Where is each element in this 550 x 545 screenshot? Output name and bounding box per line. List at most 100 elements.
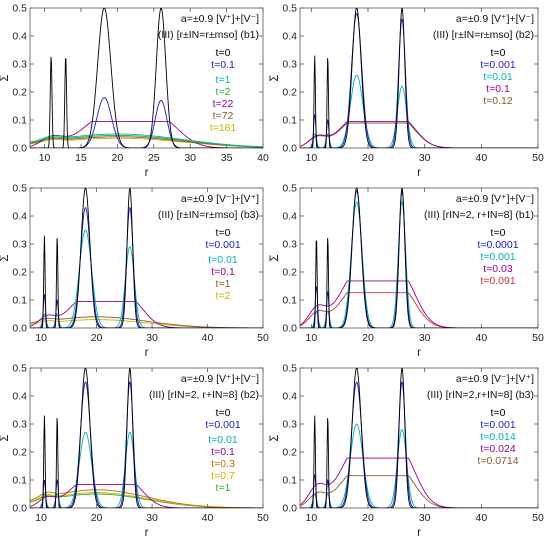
y-tick-label: 0.3	[282, 419, 297, 431]
legend-entry: t=0.091	[480, 275, 515, 287]
legend-entry: t=0.001	[205, 239, 240, 251]
series-line	[30, 188, 263, 328]
legend-entry: t=0.01	[483, 71, 513, 83]
legend-entry: t=2	[216, 86, 231, 98]
legend-entry: t=0.024	[480, 443, 515, 455]
chart-panel-6: 0.0 0.1 0.2 0.3 0.4 0.5 10 20 30 40 50 r Σa=±0.9 [V⁻…	[269, 363, 544, 540]
y-tick-label: 0.4	[12, 31, 27, 43]
y-tick-label: 0.1	[282, 295, 297, 307]
y-tick-label: 0.2	[282, 447, 297, 459]
plot-frame	[29, 7, 264, 149]
series-line	[30, 493, 263, 508]
series-line	[30, 301, 263, 328]
y-tick-label: 0.4	[12, 211, 27, 223]
x-tick-label: 30	[146, 512, 158, 524]
legend-entry: t=2	[216, 290, 231, 302]
legend-entry: t=0.03	[483, 263, 513, 275]
legend-entry: t=0	[491, 47, 506, 59]
chart-panel-1: 0.0 0.1 0.2 0.3 0.4 0.5 10 15 20 25 30 35 40 r Σa=±0.9…	[0, 3, 269, 180]
x-tick-label: 20	[91, 512, 103, 524]
legend-entry: t=0.1	[211, 266, 235, 278]
x-tick-label: 30	[146, 332, 158, 344]
series-line	[300, 8, 538, 148]
series-line	[30, 484, 263, 508]
chart-panel-3: 0.0 0.1 0.2 0.3 0.4 0.5 10 20 30 40 50 r Σa=±0.9 [V⁻…	[0, 183, 269, 360]
legend-entry: t=72	[213, 110, 234, 122]
y-tick-label: 0.3	[282, 59, 297, 71]
y-tick-label: 0.1	[12, 475, 27, 487]
panel-annotation-line1: a=±0.9 [V⁺]+[V⁻]	[181, 13, 259, 25]
y-tick-label: 0.0	[282, 323, 297, 335]
series-line	[300, 457, 538, 508]
y-tick-label: 0.0	[12, 503, 27, 515]
x-tick-label: 40	[475, 152, 487, 164]
series-line	[30, 489, 263, 508]
x-tick-label: 30	[419, 332, 431, 344]
x-tick-label: 10	[39, 152, 51, 164]
y-axis-label: Σ	[0, 434, 11, 441]
y-tick-label: 0.2	[12, 447, 27, 459]
legend-entry: t=0.1	[211, 446, 235, 458]
series-line	[300, 121, 538, 148]
y-tick-label: 0.5	[12, 3, 27, 15]
x-tick-label: 15	[75, 152, 87, 164]
series-line	[300, 368, 538, 508]
legend-entry: t=0.0001	[477, 239, 518, 251]
x-tick-label: 10	[35, 512, 47, 524]
y-tick-label: 0.0	[12, 143, 27, 155]
legend-entry: t=0.7	[211, 470, 235, 482]
legend-entry: t=0.0714	[477, 455, 518, 467]
panel-annotation-line2: (III) [r±IN=r±mso] (b1)	[158, 29, 259, 41]
y-axis-label: Σ	[269, 74, 281, 81]
x-tick-label: 30	[419, 512, 431, 524]
panel-annotation-line2: (III) [rIN=2, r+IN=8] (b1)	[424, 209, 534, 221]
x-axis-label: r	[145, 167, 149, 179]
x-tick-label: 10	[305, 152, 317, 164]
series-line	[300, 201, 538, 328]
y-tick-label: 0.3	[282, 239, 297, 251]
x-axis-label: r	[417, 527, 421, 539]
panel-annotation-line1: a=±0.9 [V⁻]+[V⁺]	[456, 373, 534, 385]
y-tick-label: 0.5	[12, 363, 27, 375]
legend-entry: t=22	[213, 98, 234, 110]
y-tick-label: 0.4	[282, 31, 297, 43]
chart-panel-2: 0.0 0.1 0.2 0.3 0.4 0.5 10 20 30 40 50 r Σa=±0.9 [V⁺…	[269, 3, 544, 180]
chart-panel-5: 0.0 0.1 0.2 0.3 0.4 0.5 10 20 30 40 50 r Σa=±0.9 [V⁺…	[0, 363, 269, 540]
y-tick-label: 0.5	[282, 3, 297, 15]
x-tick-label: 20	[362, 152, 374, 164]
legend-entry: t=0.001	[480, 59, 515, 71]
y-tick-label: 0.4	[282, 211, 297, 223]
panel-annotation-line1: a=±0.9 [V⁺]+[V⁻]	[456, 13, 534, 25]
x-tick-label: 35	[221, 152, 233, 164]
legend-entry: t=0.01	[208, 434, 238, 446]
y-tick-label: 0.2	[12, 87, 27, 99]
panel-annotation-line2: (III) [rIN=2,r+IN=8] (b3)	[427, 389, 534, 401]
x-axis-label: r	[417, 347, 421, 359]
y-tick-label: 0.2	[282, 87, 297, 99]
y-tick-label: 0.3	[12, 239, 27, 251]
legend-entry: t=0.001	[480, 419, 515, 431]
x-axis-label: r	[145, 347, 149, 359]
series-line	[300, 122, 538, 148]
legend-entry: t=0	[216, 407, 231, 419]
legend-entry: t=181	[210, 122, 237, 134]
panel-annotation-line1: a=±0.9 [V⁻]+[V⁺]	[181, 193, 259, 205]
legend-entry: t=0.1	[211, 59, 235, 71]
legend-entry: t=0	[216, 47, 231, 59]
x-tick-label: 40	[475, 512, 487, 524]
x-tick-label: 30	[419, 152, 431, 164]
y-axis-label: Σ	[269, 434, 281, 441]
series-line	[30, 8, 263, 148]
x-tick-label: 30	[184, 152, 196, 164]
legend-entry: t=0.12	[483, 95, 513, 107]
panel-annotation-line2: (III) [rIN=2, r+IN=8] (b2)	[149, 389, 259, 401]
legend-entry: t=1	[216, 278, 231, 290]
legend-entry: t=1	[216, 482, 231, 494]
y-tick-label: 0.3	[12, 419, 27, 431]
panel-annotation-line1: a=±0.9 [V⁺]+[V⁻]	[456, 193, 534, 205]
y-tick-label: 0.0	[12, 323, 27, 335]
series-line	[300, 292, 538, 328]
series-line	[300, 475, 538, 508]
series-line	[30, 133, 263, 148]
